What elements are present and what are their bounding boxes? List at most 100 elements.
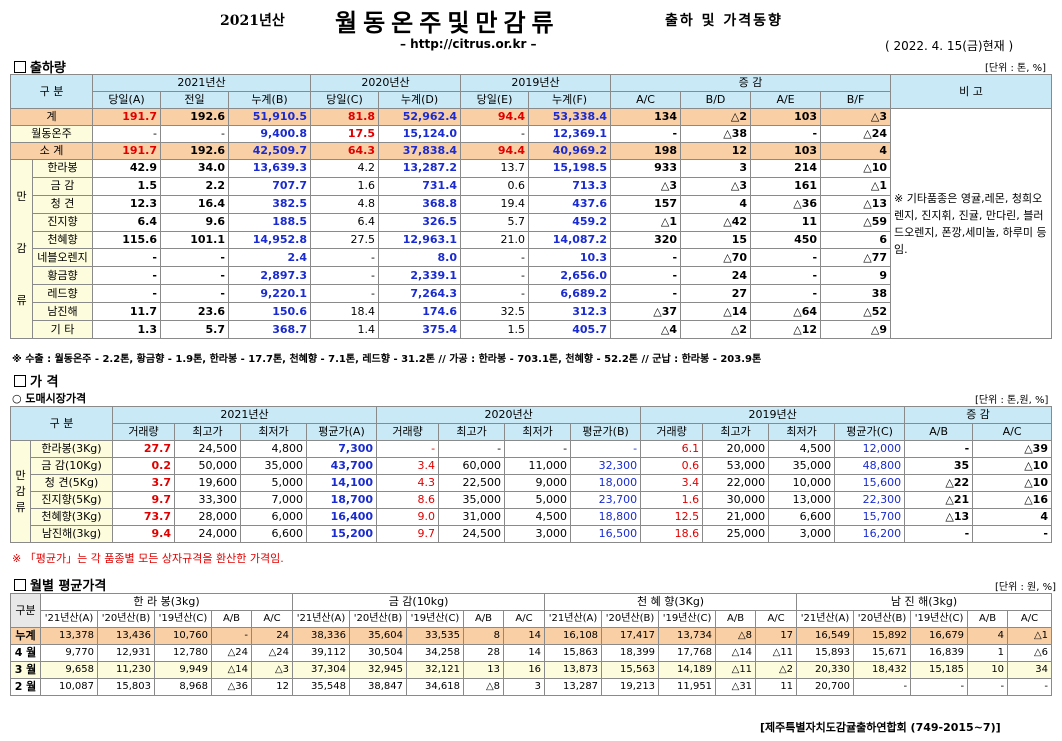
table-cell: - xyxy=(376,440,440,458)
table-cell: 12 xyxy=(680,142,752,160)
table-cell: 34 xyxy=(1007,661,1052,679)
table-cell: 1.3 xyxy=(92,320,161,339)
table-cell: 94.4 xyxy=(460,142,530,160)
table-cell: 4 xyxy=(972,508,1052,526)
table-cell: 134 xyxy=(610,108,682,126)
table-cell: 8 xyxy=(463,627,505,645)
table-cell: - xyxy=(750,266,822,286)
table-cell: 24 xyxy=(680,266,752,286)
table-cell: 12,963.1 xyxy=(378,230,462,250)
checkbox-icon xyxy=(14,579,26,591)
table-cell: 2019년산 xyxy=(460,74,612,92)
table-cell: 4.8 xyxy=(310,194,380,214)
table-cell: 1 xyxy=(967,644,1009,662)
table-cell: △10 xyxy=(820,159,892,178)
table-cell: - xyxy=(904,440,974,458)
page-subtitle: 출하 및 가격동향 xyxy=(665,13,783,29)
table-cell: 73.7 xyxy=(112,508,175,526)
table-cell: 174.6 xyxy=(378,302,462,322)
table-cell: 33,535 xyxy=(406,627,465,645)
table-cell: 15,700 xyxy=(834,508,906,526)
section-title-text: 월별 평균가격 xyxy=(30,579,107,594)
table-row: 거래량 최고가 최저가 평균가(A) 거래량 최고가 최저가 평균가(B) 거래량 최고가 최저가 평… xyxy=(11,423,1052,441)
table-cell: 40,969.2 xyxy=(528,142,612,160)
table-cell: B/F xyxy=(820,91,892,109)
table-row: 소 계 191.7 192.6 42,509.7 64.3 37,838.4 94.4 40,… xyxy=(10,142,1052,160)
table-cell: 당일(E) xyxy=(460,91,530,109)
table-cell: 최고가 xyxy=(438,423,506,441)
table-cell: '21년산(A) xyxy=(40,610,98,628)
table-cell: △39 xyxy=(972,440,1052,458)
table-cell: 22,300 xyxy=(834,491,906,509)
table-cell: 한라봉(3Kg) xyxy=(30,440,113,458)
table-cell: 3 월 xyxy=(10,661,41,679)
table-cell: △2 xyxy=(680,108,752,126)
table-cell: 4 xyxy=(680,194,752,214)
table-cell: 94.4 xyxy=(460,108,530,126)
table-row: 금 감(10Kg) 0.2 50,000 35,000 43,700 3.4 60,000 1… xyxy=(11,457,1052,475)
table-cell: 12,931 xyxy=(97,644,155,662)
table-cell: 15,892 xyxy=(853,627,912,645)
table-cell: 누계 xyxy=(10,627,41,645)
table-cell: 52,962.4 xyxy=(378,108,462,126)
table-cell: 50,000 xyxy=(174,457,241,475)
table-cell: 15,563 xyxy=(601,661,660,679)
table-cell: 18,432 xyxy=(853,661,912,679)
table-cell: - xyxy=(92,125,161,143)
table-cell: △1 xyxy=(1007,627,1052,645)
table-cell: 4.2 xyxy=(310,159,380,178)
table-cell: - xyxy=(750,248,822,268)
group-char: 만 xyxy=(15,468,26,482)
table-cell: 비 고 xyxy=(890,74,1052,109)
table-cell: 14,087.2 xyxy=(528,230,612,250)
table-cell: 13,378 xyxy=(40,627,98,645)
table-cell: 3.4 xyxy=(640,474,704,492)
table-cell: 거래량 xyxy=(112,423,175,441)
table-cell: 누계(D) xyxy=(378,91,462,109)
table-cell: - xyxy=(967,678,1009,696)
table-cell: 15,893 xyxy=(796,644,855,662)
table-cell: 30,000 xyxy=(702,491,770,509)
table-cell: 16,549 xyxy=(796,627,855,645)
table-cell: 평균가(A) xyxy=(305,423,378,441)
table-cell: 12.3 xyxy=(92,194,161,214)
table-cell: - xyxy=(160,284,229,304)
table-cell: 당일(C) xyxy=(310,91,380,109)
table-cell: 7,300 xyxy=(305,440,378,458)
table-cell: 12 xyxy=(250,678,294,696)
table-cell: △13 xyxy=(820,194,892,214)
table-cell: 9.6 xyxy=(160,212,229,232)
table-cell: - xyxy=(160,248,229,268)
checkbox-icon xyxy=(14,61,26,73)
wholesale-price-table: 구 분 2021년산 2020년산 2019년산 증 감 거래량 최고가 최저가 평균가(A) 거… xyxy=(10,406,1052,543)
table-cell: 24,500 xyxy=(174,440,241,458)
table-cell: 326.5 xyxy=(378,212,462,232)
table-cell: 당일(A) xyxy=(92,91,161,109)
table-cell: - xyxy=(460,284,530,304)
table-row: 구분 한 라 봉(3kg) 금 감(10kg) 천 혜 향(3Kg) 남 진 해(3kg… xyxy=(10,593,1052,628)
table-cell: - xyxy=(310,284,380,304)
table-row: 계 191.7 192.6 51,910.5 81.8 52,962.4 94.4 53,33… xyxy=(10,108,1052,339)
table-cell: '20년산(B) xyxy=(853,610,912,628)
table-cell: 35,548 xyxy=(292,678,351,696)
table-cell: △70 xyxy=(680,248,752,268)
table-cell: 43,700 xyxy=(305,457,378,475)
table-cell: 16.4 xyxy=(160,194,229,214)
table-cell: 진지향(5Kg) xyxy=(30,491,113,509)
table-cell: 증 감 xyxy=(610,74,892,92)
table-row: 기 타 1.3 5.7 368.7 1.4 375.4 1.5 405.7 △4 △2 △12 △9 xyxy=(11,320,1052,339)
table-cell: 레드향 xyxy=(32,284,93,304)
table-cell: 3.4 xyxy=(376,457,440,475)
table-cell: 382.5 xyxy=(227,194,312,214)
table-cell: 평균가(B) xyxy=(570,423,642,441)
table-cell: 6,600 xyxy=(768,508,836,526)
table-cell: 37,838.4 xyxy=(378,142,462,160)
table-cell: 17,768 xyxy=(658,644,717,662)
table-cell: 10.3 xyxy=(528,248,612,268)
table-cell: 8,968 xyxy=(154,678,212,696)
table-cell: 남 진 해(3kg) xyxy=(796,593,1052,611)
table-cell: 9,220.1 xyxy=(227,284,312,304)
table-cell: △24 xyxy=(250,644,294,662)
